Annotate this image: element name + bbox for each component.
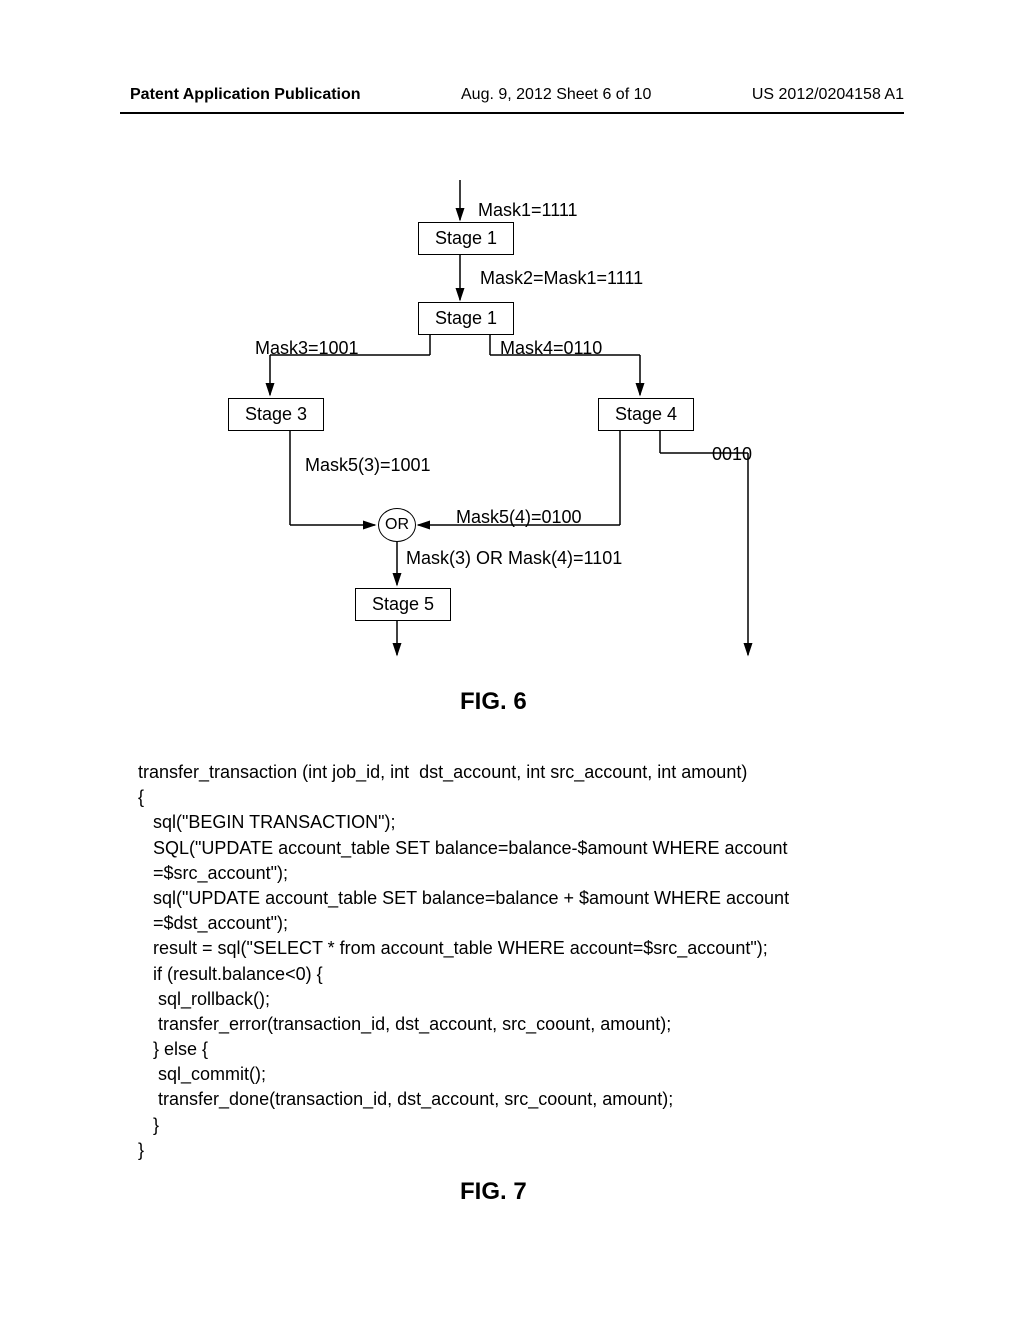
code-line: sql_rollback();: [138, 987, 898, 1012]
stage-1b-box: Stage 1: [418, 302, 514, 335]
header-divider: [120, 112, 904, 114]
code-line: =$src_account");: [138, 861, 898, 886]
code-line: {: [138, 785, 898, 810]
code-line: }: [138, 1138, 898, 1163]
code-line: }: [138, 1113, 898, 1138]
fig7-label: FIG. 7: [460, 1178, 527, 1206]
fig6-label: FIG. 6: [460, 688, 527, 716]
code-line: transfer_error(transaction_id, dst_accou…: [138, 1012, 898, 1037]
stage-4-box: Stage 4: [598, 398, 694, 431]
code-line: sql("UPDATE account_table SET balance=ba…: [138, 886, 898, 911]
flowchart-diagram: Stage 1 Stage 1 Stage 3 Stage 4 Stage 5 …: [200, 180, 824, 680]
mask0010-label: 0010: [712, 444, 752, 465]
mask53-label: Mask5(3)=1001: [305, 455, 431, 476]
page-header: Patent Application Publication Aug. 9, 2…: [0, 86, 1024, 104]
header-right: US 2012/0204158 A1: [752, 86, 904, 104]
mask3-label: Mask3=1001: [255, 338, 359, 359]
mask54-label: Mask5(4)=0100: [456, 507, 582, 528]
mask4-label: Mask4=0110: [500, 338, 602, 359]
stage-3-box: Stage 3: [228, 398, 324, 431]
header-left: Patent Application Publication: [130, 86, 361, 104]
mask1-label: Mask1=1111: [478, 200, 578, 221]
code-listing: transfer_transaction (int job_id, int ds…: [138, 760, 898, 1163]
stage-1a-box: Stage 1: [418, 222, 514, 255]
or-gate: OR: [378, 508, 416, 542]
header-center: Aug. 9, 2012 Sheet 6 of 10: [461, 86, 651, 104]
code-line: =$dst_account");: [138, 911, 898, 936]
code-line: if (result.balance<0) {: [138, 962, 898, 987]
code-line: sql_commit();: [138, 1062, 898, 1087]
code-line: SQL("UPDATE account_table SET balance=ba…: [138, 836, 898, 861]
mask2-label: Mask2=Mask1=1111: [480, 268, 643, 289]
code-line: transfer_done(transaction_id, dst_accoun…: [138, 1087, 898, 1112]
maskor-label: Mask(3) OR Mask(4)=1101: [406, 548, 622, 569]
code-line: sql("BEGIN TRANSACTION");: [138, 810, 898, 835]
stage-5-box: Stage 5: [355, 588, 451, 621]
code-line: result = sql("SELECT * from account_tabl…: [138, 936, 898, 961]
code-line: } else {: [138, 1037, 898, 1062]
code-line: transfer_transaction (int job_id, int ds…: [138, 760, 898, 785]
